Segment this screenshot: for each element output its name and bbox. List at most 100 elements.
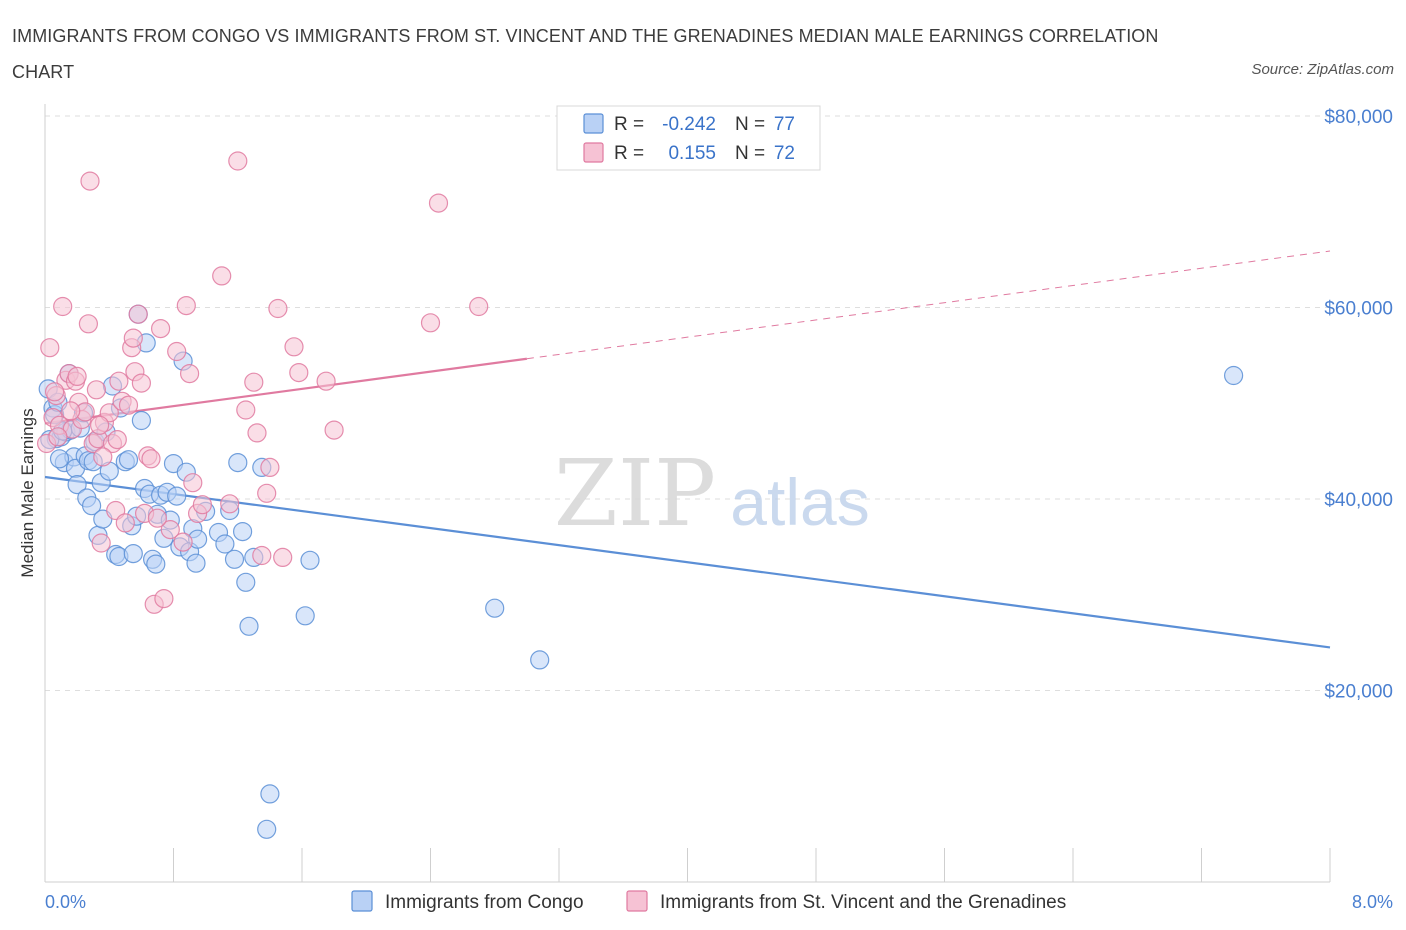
scatter-points	[36, 151, 1244, 839]
point-stvincent	[289, 363, 309, 383]
bottom-legend-swatch-stvincent	[626, 890, 648, 912]
point-stvincent	[89, 415, 110, 435]
series-legend: Immigrants from Congo Immigrants from St…	[351, 890, 1066, 913]
legend-r-label-stvincent: R =	[614, 143, 644, 164]
y-tick-label: $20,000	[1324, 682, 1393, 703]
point-stvincent	[173, 532, 193, 552]
point-congo	[233, 521, 253, 542]
point-congo	[167, 486, 187, 506]
point-stvincent	[86, 380, 107, 400]
bottom-legend-swatch-congo	[351, 890, 373, 912]
y-tick-label: $80,000	[1324, 107, 1393, 128]
legend-n-label-stvincent: N =	[735, 143, 765, 164]
point-stvincent	[176, 296, 196, 316]
point-stvincent	[151, 319, 171, 339]
point-stvincent	[220, 494, 240, 514]
point-stvincent	[324, 420, 344, 440]
point-stvincent	[260, 457, 280, 477]
point-stvincent	[107, 430, 127, 450]
point-stvincent	[212, 266, 232, 286]
point-stvincent	[160, 519, 180, 540]
point-congo	[146, 554, 166, 574]
point-stvincent	[93, 447, 113, 467]
point-stvincent	[147, 508, 167, 528]
point-congo	[215, 534, 235, 554]
legend-n-value-stvincent: 72	[774, 143, 795, 164]
point-congo	[295, 606, 315, 626]
point-congo	[239, 616, 259, 636]
legend-swatch-congo	[583, 113, 604, 134]
trend-line-stvincent-projection	[526, 250, 1331, 360]
y-tick-label: $60,000	[1324, 299, 1393, 320]
legend-r-value-congo: -0.242	[662, 114, 716, 135]
point-stvincent	[61, 401, 81, 421]
point-stvincent	[180, 364, 200, 384]
point-stvincent	[141, 449, 161, 469]
point-stvincent	[236, 400, 256, 420]
point-congo	[131, 410, 151, 431]
point-stvincent	[78, 314, 99, 334]
axes	[44, 104, 1331, 883]
point-congo	[485, 598, 505, 618]
point-stvincent	[167, 341, 187, 362]
chart-source: Source: ZipAtlas.com	[1251, 61, 1394, 78]
point-stvincent	[91, 533, 111, 553]
point-congo	[257, 819, 277, 839]
point-stvincent	[428, 193, 449, 213]
point-stvincent	[183, 473, 203, 493]
legend-r-label-congo: R =	[614, 114, 644, 135]
x-tick-label-min: 0.0%	[45, 892, 86, 912]
point-congo	[530, 650, 550, 670]
point-stvincent	[469, 296, 489, 317]
point-congo	[123, 543, 143, 564]
point-stvincent	[316, 371, 336, 391]
point-stvincent	[244, 372, 264, 392]
legend-swatch-stvincent	[583, 142, 604, 163]
point-congo	[260, 784, 280, 804]
legend-n-label-congo: N =	[735, 114, 765, 135]
point-stvincent	[420, 313, 441, 333]
point-stvincent	[228, 151, 248, 171]
y-tick-labels: $20,000 $40,000 $60,000 $80,000	[1324, 107, 1393, 703]
point-congo	[300, 550, 320, 570]
grid-lines	[45, 115, 1330, 691]
point-stvincent	[123, 328, 143, 348]
point-stvincent	[53, 296, 73, 317]
point-stvincent	[44, 382, 65, 402]
point-congo	[236, 572, 256, 592]
legend-r-value-stvincent: 0.155	[668, 143, 716, 164]
point-stvincent	[131, 373, 151, 393]
point-congo	[67, 475, 87, 495]
point-stvincent	[247, 423, 267, 443]
point-stvincent	[268, 298, 288, 319]
point-stvincent	[284, 337, 304, 357]
correlation-legend: R = -0.242 N = 77 R = 0.155 N = 72	[556, 105, 821, 171]
point-stvincent	[48, 427, 68, 447]
y-tick-label: $40,000	[1324, 490, 1393, 511]
bottom-legend-label-stvincent: Immigrants from St. Vincent and the Gren…	[660, 892, 1066, 913]
watermark-atlas: atlas	[730, 465, 869, 539]
point-stvincent	[118, 395, 139, 415]
point-stvincent	[252, 545, 272, 566]
y-axis-label: Median Male Earnings	[18, 408, 37, 577]
point-congo	[49, 449, 70, 469]
point-congo	[81, 496, 102, 516]
point-stvincent	[109, 371, 129, 391]
point-congo	[224, 549, 245, 569]
bottom-legend-label-congo: Immigrants from Congo	[385, 892, 584, 913]
point-stvincent	[67, 366, 87, 386]
point-stvincent	[192, 495, 212, 515]
point-stvincent	[154, 588, 174, 609]
point-stvincent	[273, 547, 293, 568]
point-stvincent	[40, 338, 60, 358]
legend-n-value-congo: 77	[774, 114, 795, 135]
point-congo	[228, 453, 248, 473]
x-tick-label-max: 8.0%	[1352, 892, 1393, 912]
point-stvincent	[115, 513, 135, 533]
trend-line-congo	[44, 475, 1331, 649]
point-stvincent	[257, 483, 277, 503]
point-stvincent	[80, 171, 100, 191]
point-congo	[118, 450, 139, 470]
point-congo	[1223, 365, 1244, 386]
